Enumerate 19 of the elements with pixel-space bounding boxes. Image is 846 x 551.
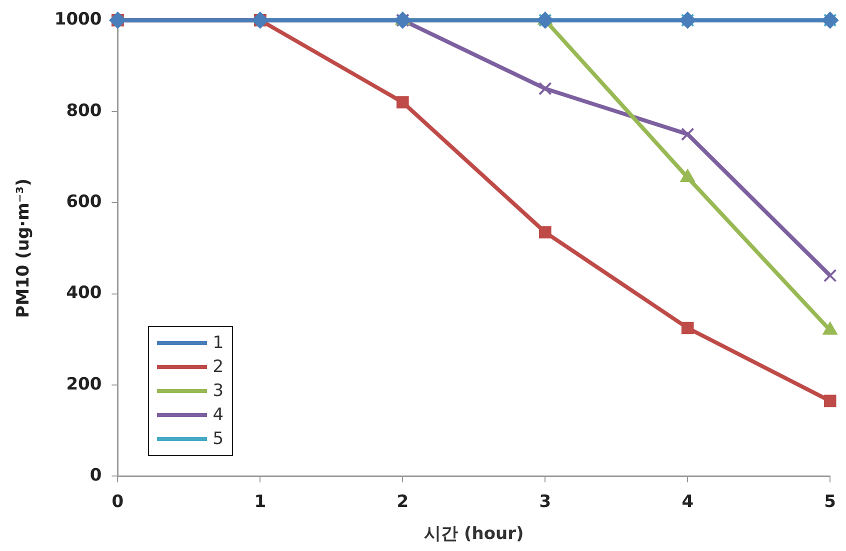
y-tick-label: 1000	[54, 10, 102, 30]
x-tick-label: 4	[682, 492, 694, 512]
x-tick-label: 0	[112, 492, 124, 512]
y-tick-label: 200	[66, 374, 102, 394]
legend-label: 2	[212, 357, 224, 378]
legend-label: 1	[212, 333, 224, 354]
legend-label: 4	[212, 405, 224, 426]
legend-label: 5	[212, 429, 224, 450]
x-tick-label: 3	[539, 492, 552, 512]
y-tick-label: 800	[66, 100, 102, 121]
x-tick-label: 1	[254, 492, 266, 512]
y-tick-label: 600	[66, 192, 102, 212]
x-axis-title: 시간 (hour)	[424, 524, 524, 544]
y-tick-label: 0	[90, 466, 102, 486]
legend-label: 3	[212, 381, 224, 402]
y-tick-label: 400	[66, 283, 102, 304]
y-axis-title: PM10 (ug·m⁻³)	[14, 178, 34, 318]
x-tick-label: 2	[396, 492, 409, 512]
x-tick-label: 5	[824, 492, 836, 512]
